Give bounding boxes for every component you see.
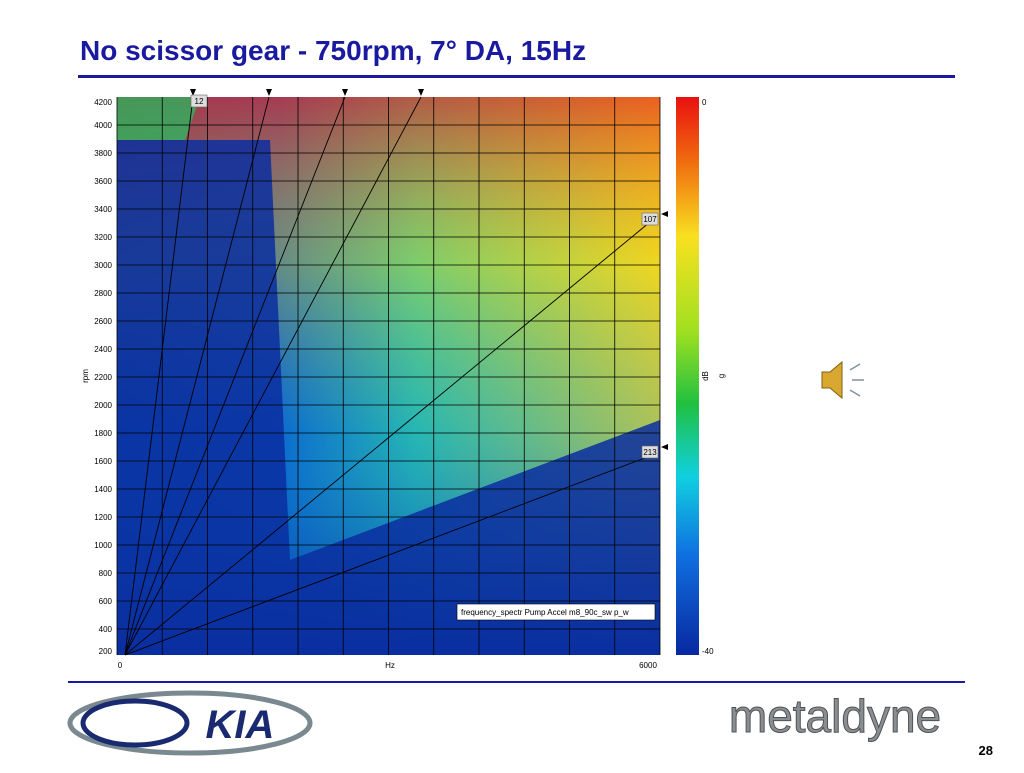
y-tick: 2000 <box>94 401 112 410</box>
y-tick: 3600 <box>94 177 112 186</box>
y-ticks: 4200 4000 3800 3600 3400 3200 3000 2800 2600 2400… <box>94 98 112 656</box>
y-tick: 3000 <box>94 261 112 270</box>
y-tick: 1000 <box>94 541 112 550</box>
y-tick: 2400 <box>94 345 112 354</box>
y-tick: 3400 <box>94 205 112 214</box>
order-box <box>641 212 659 226</box>
colorbar <box>676 97 699 655</box>
colorbar-top: 0 <box>702 98 707 107</box>
y-tick: 400 <box>99 625 113 634</box>
y-tick: 1400 <box>94 485 112 494</box>
grid <box>116 97 661 655</box>
order-label: 107 <box>643 215 657 224</box>
markers <box>190 89 668 450</box>
order-box <box>641 445 659 459</box>
kia-logo: KIA <box>67 690 313 756</box>
y-tick: 2800 <box>94 289 112 298</box>
y-tick: 3200 <box>94 233 112 242</box>
y-tick: 200 <box>99 647 113 656</box>
y-tick: 4200 <box>94 98 112 107</box>
colorbar-bottom: -40 <box>702 647 714 656</box>
colorbar-unit: dB <box>701 371 710 381</box>
y-label: rpm <box>81 369 90 383</box>
y-tick: 1800 <box>94 429 112 438</box>
order-label: 213 <box>643 448 657 457</box>
order-label: 12 <box>195 97 204 106</box>
y-tick: 1200 <box>94 513 112 522</box>
title: No scissor gear - 750rpm, 7° DA, 15Hz <box>80 35 586 66</box>
y-tick: 800 <box>99 569 113 578</box>
legend-text: frequency_spectr Pump Accel m8_90c_sw p_… <box>461 608 629 617</box>
order-box <box>190 94 208 108</box>
colorbar-quantity: g <box>717 374 726 378</box>
x-tick: 0 <box>118 661 123 670</box>
y-tick: 2200 <box>94 373 112 382</box>
kia-text: KIA <box>206 703 275 747</box>
y-tick: 3800 <box>94 149 112 158</box>
order-lines <box>124 96 651 656</box>
rule <box>78 75 955 78</box>
x-label: Hz <box>385 661 395 670</box>
x-tick: 6000 <box>639 661 657 670</box>
speaker-icon <box>821 360 864 400</box>
metaldyne-logo: metaldyne <box>729 690 941 742</box>
legend-box <box>456 603 656 621</box>
order-labels: 12 107 213 <box>190 94 659 459</box>
y-tick: 1600 <box>94 457 112 466</box>
footer-rule <box>68 681 965 683</box>
y-tick: 2600 <box>94 317 112 326</box>
y-tick: 600 <box>99 597 113 606</box>
page-number: 28 <box>979 743 993 758</box>
y-tick: 4000 <box>94 121 112 130</box>
